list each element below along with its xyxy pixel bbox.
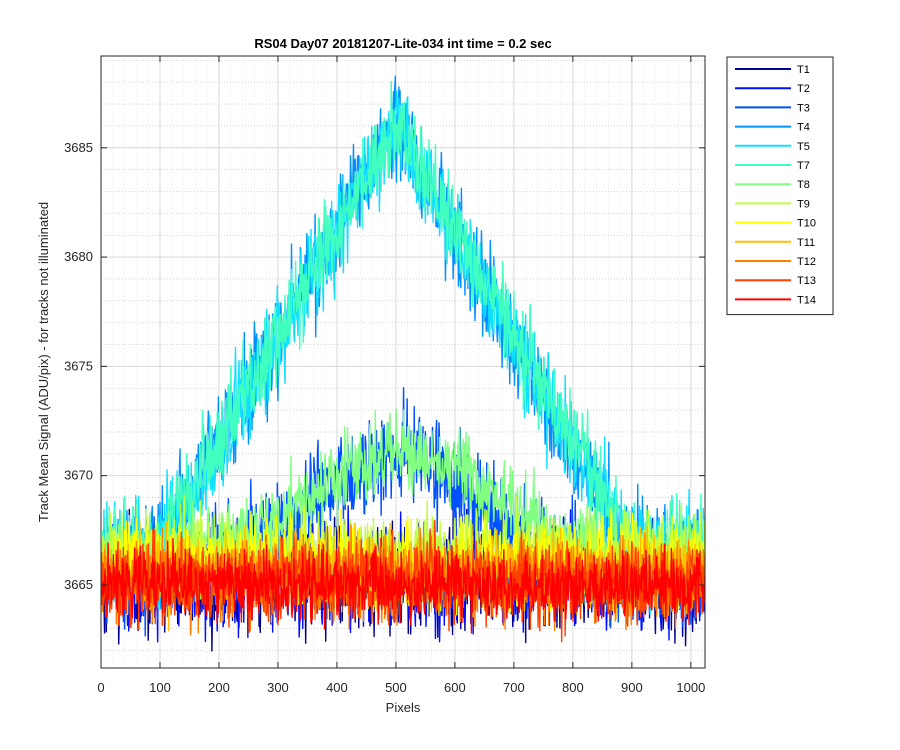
y-tick-label: 3685: [64, 140, 93, 155]
legend-entry: T4: [797, 122, 810, 134]
legend-entry: T13: [797, 275, 816, 287]
legend: T1 T2 T3 T4 T5 T7 T8 T9 T10 T11 T12 T13 T14: [726, 56, 834, 316]
tick-layer: 0 100 200 300 400 500 600 700 800 900 1000 3665 3670…: [64, 56, 705, 695]
y-tick-label: 3675: [64, 358, 93, 373]
legend-entry: T12: [797, 256, 816, 268]
y-tick-label: 3680: [64, 249, 93, 264]
legend-entry: T9: [797, 198, 810, 210]
plot-frame: [100, 55, 706, 669]
y-tick-label: 3665: [64, 577, 93, 592]
chart-title: RS04 Day07 20181207-Lite-034 int time = …: [254, 36, 551, 51]
legend-entry: T10: [797, 218, 816, 230]
x-tick-label: 200: [208, 680, 230, 695]
legend-entry: T3: [797, 102, 810, 114]
x-tick-label: 600: [444, 680, 466, 695]
series-line-t7: [101, 80, 705, 607]
x-tick-label: 300: [267, 680, 289, 695]
legend-entry: T1: [797, 64, 810, 76]
x-tick-label: 500: [385, 680, 407, 695]
x-tick-label: 800: [562, 680, 584, 695]
legend-entry: T11: [797, 237, 815, 249]
series-line-t14: [101, 537, 705, 634]
legend-entry: T2: [797, 83, 810, 95]
x-tick-label: 100: [149, 680, 171, 695]
legend-entry: T5: [797, 141, 810, 153]
legend-entry: T8: [797, 179, 810, 191]
y-tick-label: 3670: [64, 468, 93, 483]
x-tick-label: 900: [621, 680, 643, 695]
series-line-t5: [101, 90, 705, 619]
x-tick-label: 1000: [676, 680, 705, 695]
x-tick-label: 0: [97, 680, 104, 695]
x-axis-label: Pixels: [386, 700, 421, 715]
legend-box: [726, 56, 834, 316]
y-axis-label: Track Mean Signal (ADU/pix) - for tracks…: [36, 202, 51, 522]
series-layer: [101, 75, 705, 652]
legend-entry: T14: [797, 294, 816, 306]
legend-entry: T7: [797, 160, 810, 172]
x-tick-label: 700: [503, 680, 525, 695]
x-tick-label: 400: [326, 680, 348, 695]
